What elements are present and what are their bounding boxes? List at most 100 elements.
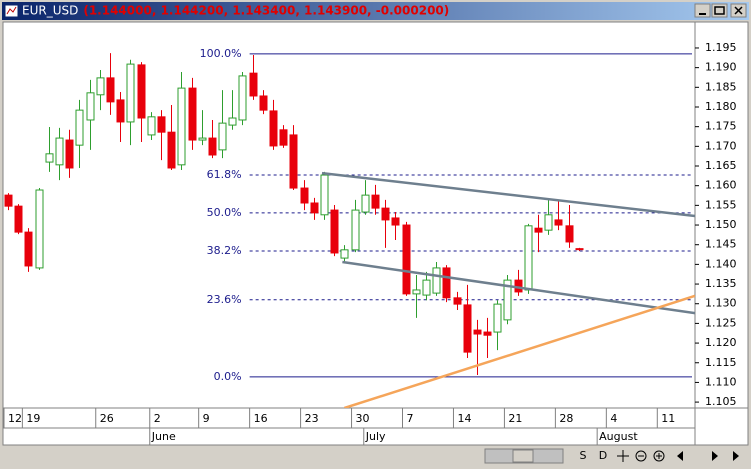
month-label: June [151, 430, 176, 443]
trend-line [321, 171, 695, 218]
x-tick-label: 4 [610, 412, 617, 425]
trend-line [342, 260, 695, 315]
x-tick-label: 11 [661, 412, 675, 425]
window-icon-glyph [6, 6, 17, 15]
fib-label: 100.0% [200, 47, 242, 60]
x-tick-label: 26 [100, 412, 114, 425]
plot-inner: 100.0% 61.8% 50.0% 38.2% 23.6% 0.0% [4, 47, 695, 408]
y-tick-label: 1.150 [705, 218, 737, 231]
window-title: EUR_USD [22, 4, 78, 18]
y-tick-label: 1.185 [705, 80, 737, 93]
candle-body [371, 194, 380, 209]
scroll-end-button[interactable] [733, 451, 739, 461]
candle-body [14, 205, 23, 233]
close-glyph [734, 6, 743, 15]
candle-body [565, 225, 574, 243]
scroll-right-button[interactable] [712, 451, 718, 461]
zoom-in-button[interactable] [653, 450, 665, 462]
fib-label: 0.0% [214, 370, 242, 383]
toolbar-button[interactable]: D [599, 449, 607, 462]
candle-body [381, 207, 390, 221]
candle-body [249, 72, 258, 97]
candle-body [463, 304, 472, 353]
candle-body [198, 137, 207, 141]
candle-body [544, 214, 553, 231]
y-tick-label: 1.165 [705, 159, 737, 172]
x-tick-label: 12 [8, 412, 22, 425]
plot: 100.0% 61.8% 50.0% 38.2% 23.6% 0.0% [4, 47, 695, 408]
candle-body [269, 110, 278, 147]
toolbar: S D [3, 447, 748, 466]
candle-body [238, 75, 247, 121]
x-tick-label: 30 [356, 412, 370, 425]
y-tick-label: 1.105 [705, 395, 737, 408]
month-label: July [365, 430, 386, 443]
x-tick-label: 23 [305, 412, 319, 425]
candle-body [391, 217, 400, 226]
minimize-button[interactable] [694, 3, 711, 18]
candle-body [575, 248, 584, 251]
candle-body [330, 209, 339, 254]
candle-body [503, 279, 512, 321]
y-tick-label: 1.125 [705, 316, 737, 329]
y-tick-label: 1.135 [705, 277, 737, 290]
zoom-in-glyph [656, 453, 662, 459]
candle-body [177, 87, 186, 166]
y-tick-label: 1.130 [705, 297, 737, 310]
scroll-thumb[interactable] [512, 449, 534, 463]
candle-body [75, 109, 84, 146]
y-tick-label: 1.120 [705, 336, 737, 349]
fib-label: 38.2% [207, 244, 242, 257]
title-bar [2, 2, 749, 20]
y-tick-label: 1.140 [705, 257, 737, 270]
zoom-out-button[interactable] [635, 450, 647, 462]
month-label: August [599, 430, 638, 443]
pan-button[interactable] [617, 450, 629, 462]
y-tick-label: 1.110 [705, 375, 737, 388]
candle-body [524, 225, 533, 291]
candle-body [157, 116, 166, 133]
candle-body [402, 224, 411, 295]
candle-body [106, 77, 115, 103]
y-tick-label: 1.145 [705, 238, 737, 251]
candle-body [188, 87, 197, 141]
maximize-glyph [714, 6, 725, 15]
candle-body [300, 187, 309, 204]
x-tick-label: 28 [559, 412, 573, 425]
candle-body [96, 77, 105, 96]
trend-line [344, 294, 695, 408]
candle-body [442, 267, 451, 299]
candle-body [116, 99, 125, 123]
candle-body [228, 117, 237, 126]
candle-body [320, 174, 329, 216]
candle-body [126, 63, 135, 123]
candle-body [86, 92, 95, 121]
chart-area [2, 21, 749, 446]
y-tick-label: 1.155 [705, 198, 737, 211]
candle-body [289, 134, 298, 189]
candle-body [45, 153, 54, 163]
y-tick-label: 1.195 [705, 41, 737, 54]
candle-body [473, 329, 482, 335]
candle-body [259, 95, 268, 111]
candle-body [534, 227, 543, 233]
candle-body [4, 194, 13, 207]
scroll-left-button[interactable] [677, 451, 683, 461]
toolbar-button[interactable]: S [580, 449, 587, 462]
fib-label: 23.6% [207, 293, 242, 306]
candle-body [35, 189, 44, 269]
x-tick-label: 19 [26, 412, 40, 425]
candle-body [310, 202, 319, 214]
y-tick-label: 1.160 [705, 179, 737, 192]
candle-body [279, 129, 288, 146]
candle-body [208, 137, 217, 156]
x-tick-label: 16 [254, 412, 268, 425]
candle-body [24, 231, 33, 267]
candle-body [218, 122, 227, 151]
candle-body [453, 297, 462, 305]
candle-body [432, 267, 441, 294]
y-tick-label: 1.170 [705, 139, 737, 152]
y-tick-label: 1.190 [705, 61, 737, 74]
